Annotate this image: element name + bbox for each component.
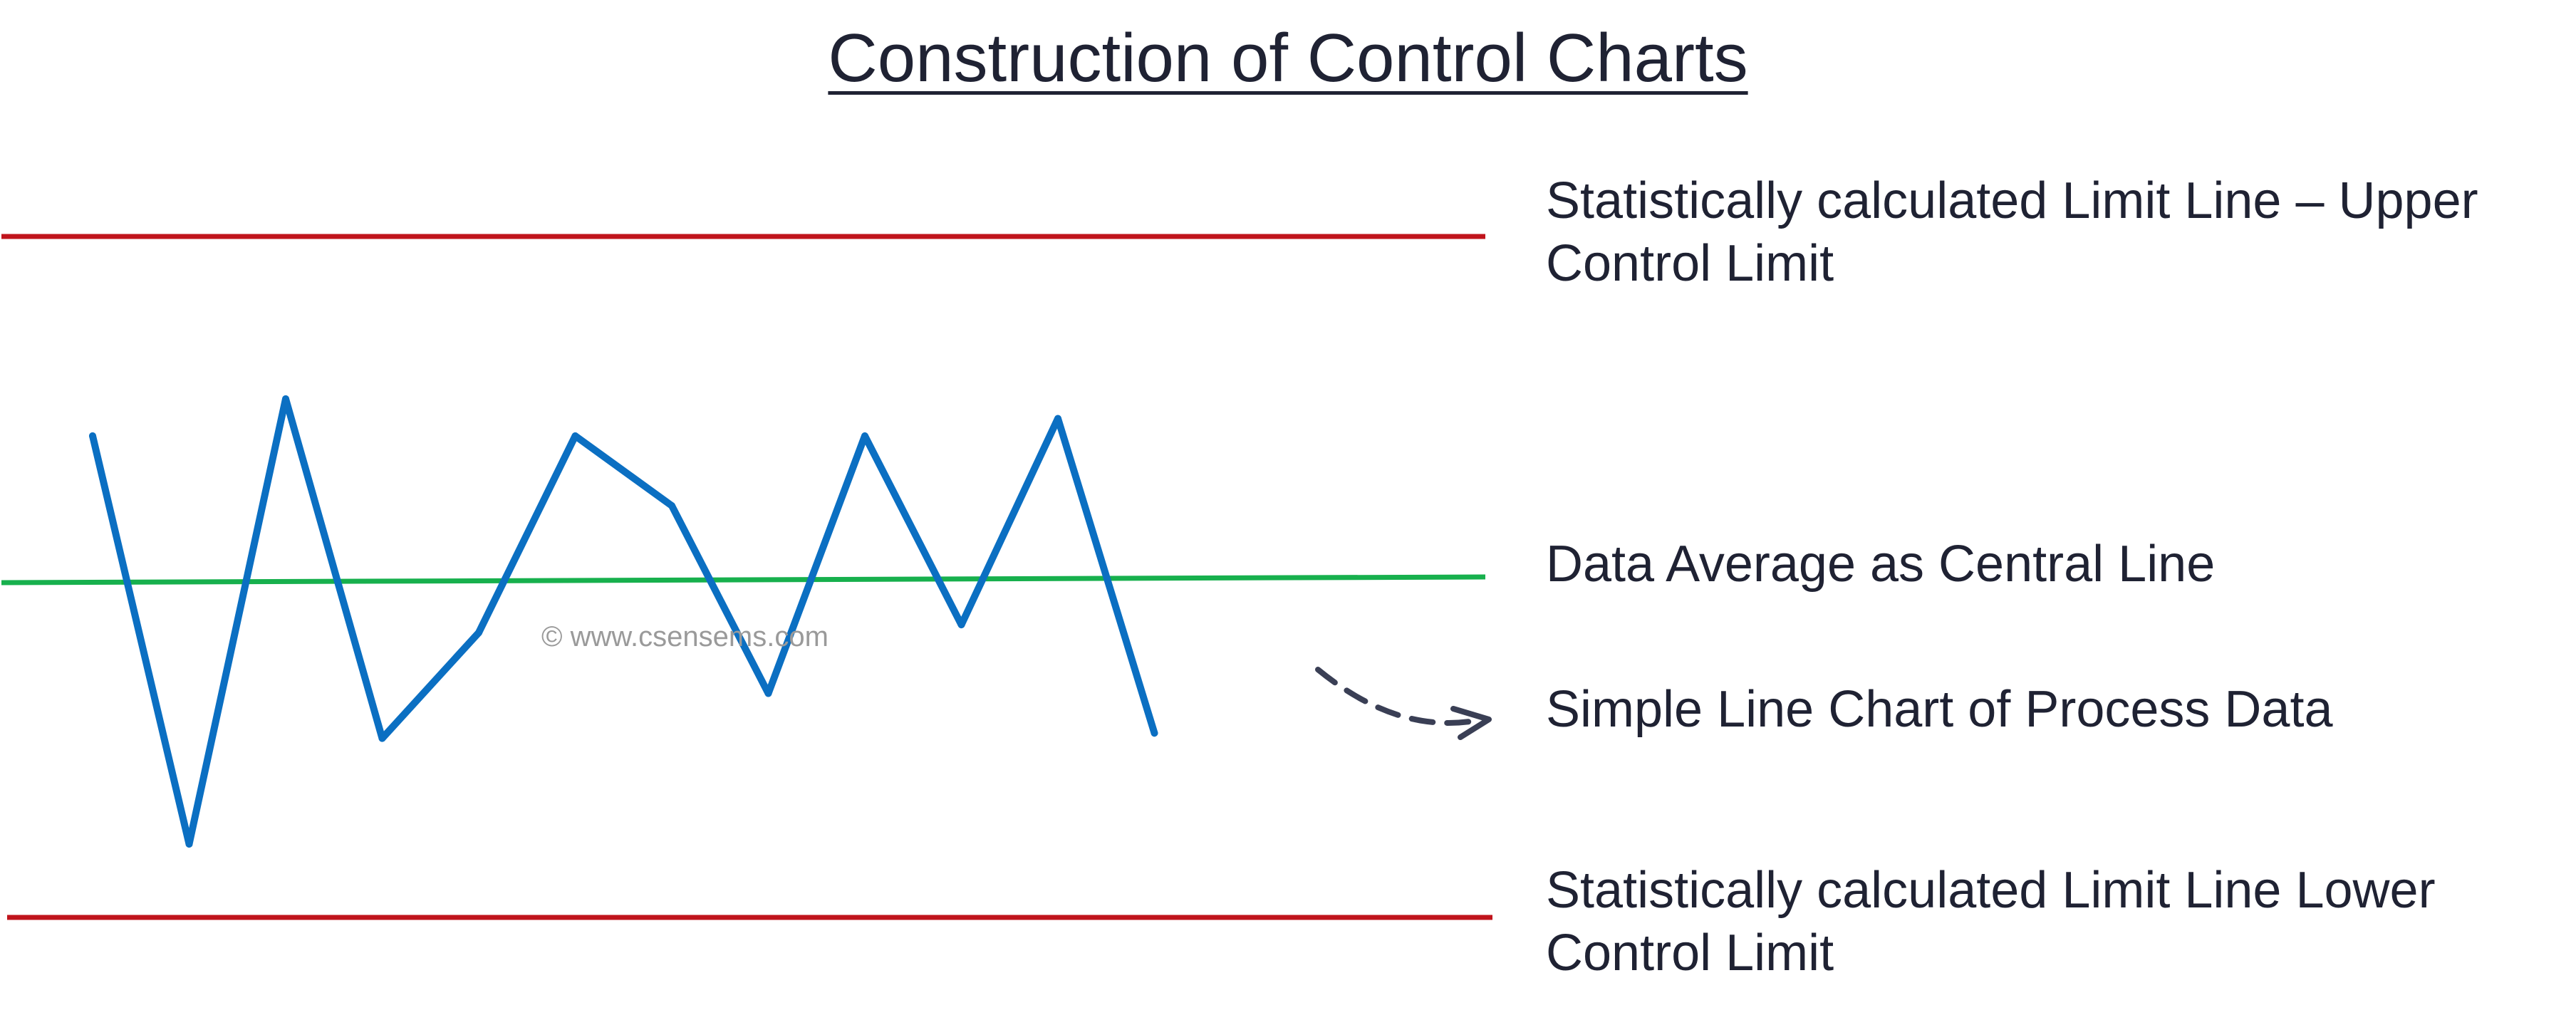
process-data-point-3 <box>282 395 289 402</box>
watermark-text: © www.csensems.com <box>541 621 829 652</box>
central-line-label-text: Data Average as Central Line <box>1546 536 2216 593</box>
process-data-point-7 <box>668 502 675 509</box>
lower-control-limit-label-line-2: Control Limit <box>1546 925 1834 982</box>
page-title-text: Construction of Control Charts <box>828 20 1748 96</box>
process-data-point-2 <box>185 840 193 848</box>
pointer-arrow-curve <box>1315 667 1477 726</box>
upper-control-limit-label-line-2: Control Limit <box>1546 235 1834 292</box>
lower-control-limit-label-line-1: Statistically calculated Limit Line Lowe… <box>1546 862 2436 919</box>
central-line-label: Data Average as Central Line <box>1546 533 2215 595</box>
process-data-point-5 <box>475 629 482 637</box>
process-data-point-12 <box>1151 729 1158 737</box>
central-average-line <box>1 574 1486 585</box>
pointer-arrowhead-icon <box>1450 706 1492 740</box>
process-data-label-text: Simple Line Chart of Process Data <box>1546 681 2333 738</box>
process-data-label: Simple Line Chart of Process Data <box>1546 678 2333 741</box>
process-data-point-1 <box>89 432 96 439</box>
process-data-point-11 <box>1054 415 1061 422</box>
process-data-point-10 <box>957 621 965 629</box>
process-data-point-8 <box>764 689 772 697</box>
page-title: Construction of Control Charts <box>0 16 2576 101</box>
upper-control-limit-label-line-1: Statistically calculated Limit Line – Up… <box>1546 172 2478 229</box>
watermark: © www.csensems.com <box>541 620 829 654</box>
lower-control-limit-label: Statistically calculated Limit Line Lowe… <box>1546 859 2436 984</box>
process-data-line <box>89 395 1158 848</box>
process-data-point-6 <box>571 432 579 439</box>
upper-control-limit-label: Statistically calculated Limit Line – Up… <box>1546 170 2478 295</box>
process-data-point-9 <box>861 432 868 439</box>
process-data-point-4 <box>378 734 386 742</box>
control-chart-diagram <box>1 234 1492 920</box>
process-data-points <box>89 395 1158 848</box>
